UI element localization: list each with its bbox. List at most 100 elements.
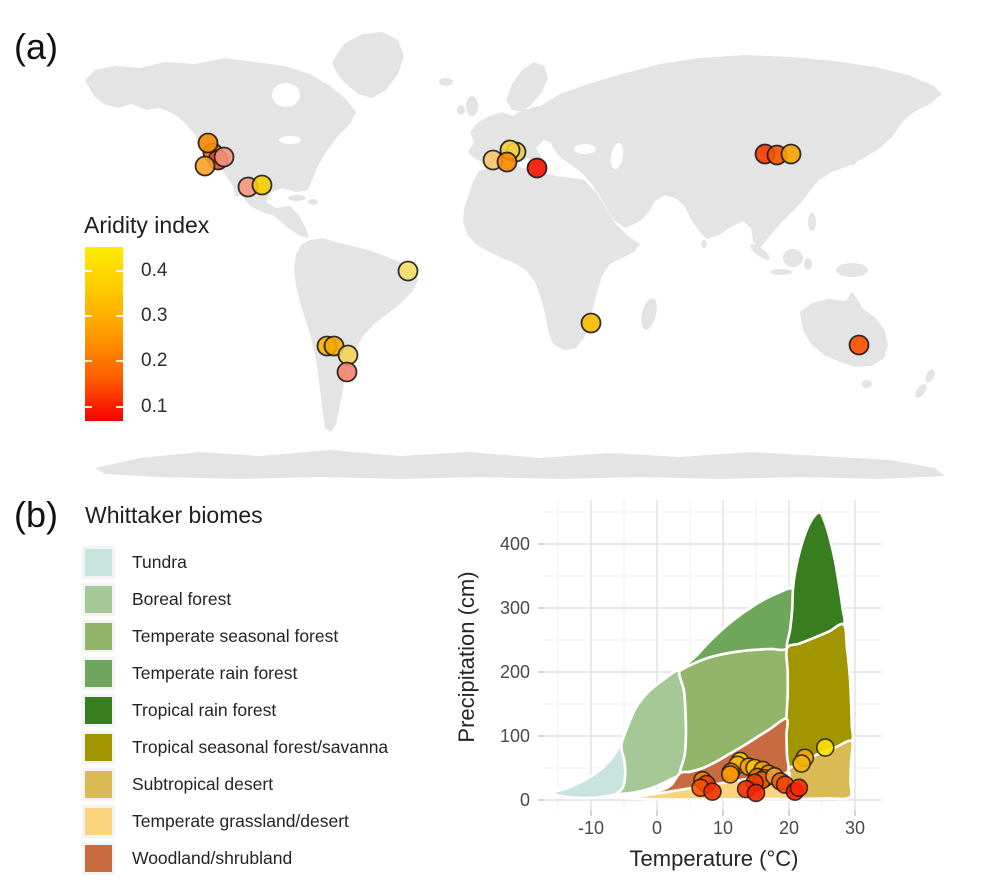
biome-name: Temperate rain forest [132,663,298,683]
japan-south [849,154,859,166]
colorbar-tick-mark [85,314,92,317]
aridity-legend-title: Aridity index [84,212,210,238]
map-site-dot [213,146,235,168]
hudson-bay [272,83,300,107]
biome-region-boreal-forest [615,669,688,796]
borneo [783,249,803,267]
chart-site-dot [792,754,811,773]
scandinavia [506,62,548,112]
map-site-dot [848,334,870,356]
y-tick-label: 0 [520,790,530,810]
biome-name: Boreal forest [132,589,232,609]
biome-name: Woodland/shrubland [132,848,293,868]
biome-legend-item: Temperate rain forest [85,655,388,692]
colorbar-tick-mark [116,360,123,363]
java [770,269,792,275]
biome-name: Tropical seasonal forest/savanna [132,737,389,757]
sri-lanka [701,240,707,248]
colorbar-tick-label: 0.2 [141,350,168,372]
map-site-dot [397,260,419,282]
chart-site-dot [789,778,809,798]
biome-swatch [85,808,112,835]
philippines [808,213,816,231]
chart-site-dot [703,782,722,801]
biome-legend-item: Tropical rain forest [85,692,388,729]
biome-legend: Tundra Boreal forest Temperate seasonal fo… [85,544,388,877]
new-zealand-north [925,369,935,383]
colorbar-tick-mark [116,269,123,272]
map-site-dot [580,312,602,334]
colorbar-tick-mark [116,405,123,408]
map-site-points [194,132,870,383]
tasmania [862,380,872,388]
y-tick-label: 100 [500,726,530,746]
map-site-dot [336,361,358,383]
biome-legend-item: Temperate grassland/desert [85,803,388,840]
colorbar-tick-mark [85,269,92,272]
chart-site-dot [746,783,766,803]
chart-site-dot [720,765,740,784]
y-tick-label: 400 [500,534,530,554]
biome-legend-item: Subtropical desert [85,766,388,803]
sulawesi [804,258,812,270]
continent-south-america [294,238,418,432]
biome-name: Tundra [132,552,187,572]
new-guinea [836,263,868,277]
colorbar-tick-label: 0.3 [141,304,168,326]
colorbar-tick-label: 0.4 [141,259,168,281]
x-axis-title: Temperature (°C) [630,846,799,871]
y-axis-title: Precipitation (cm) [454,571,479,742]
map-site-dot [251,174,273,196]
continents [85,32,945,479]
x-tick-label: -10 [578,818,604,838]
colorbar-tick-mark [85,405,92,408]
japan [858,138,870,154]
map-site-dot [197,132,219,154]
biome-swatch [85,549,112,576]
biome-swatch [85,586,112,613]
x-tick-label: 20 [779,818,799,838]
cuba [288,195,306,201]
iceland [439,78,453,86]
biome-legend-item: Tundra [85,544,388,581]
biome-legend-item: Boreal forest [85,581,388,618]
continent-asia [540,55,942,248]
antarctica [95,450,945,479]
biome-swatch [85,623,112,650]
biome-legend-item: Tropical seasonal forest/savanna [85,729,388,766]
aridity-colorbar [85,247,123,421]
great-lakes [279,136,301,144]
map-site-dot [194,155,216,177]
continent-africa [463,164,640,350]
biome-legend-title: Whittaker biomes [85,502,263,528]
biome-name: Subtropical desert [132,774,274,794]
great-britain [466,96,478,116]
y-tick-label: 200 [500,662,530,682]
biome-swatch [85,697,112,724]
biome-regions [551,511,855,801]
map-site-dot [780,143,802,165]
biome-swatch [85,845,112,872]
biome-name: Temperate grassland/desert [132,811,349,831]
map-site-dot [526,157,548,179]
map-site-dot [496,151,518,173]
y-tick-label: 300 [500,598,530,618]
colorbar-tick-mark [85,360,92,363]
continent-australia [800,292,888,367]
biome-legend-item: Temperate seasonal forest [85,618,388,655]
madagascar [641,298,657,330]
ireland [457,105,465,115]
chart-site-points [691,738,835,803]
colorbar-tick-label: 0.1 [141,395,168,417]
biome-swatch [85,734,112,761]
biome-name: Tropical rain forest [132,700,277,720]
x-tick-label: 10 [713,818,733,838]
biome-swatch [85,660,112,687]
greenland [332,32,404,98]
sumatra [750,243,770,261]
panel-b-label: (b) [14,494,58,535]
biome-swatch [85,771,112,798]
